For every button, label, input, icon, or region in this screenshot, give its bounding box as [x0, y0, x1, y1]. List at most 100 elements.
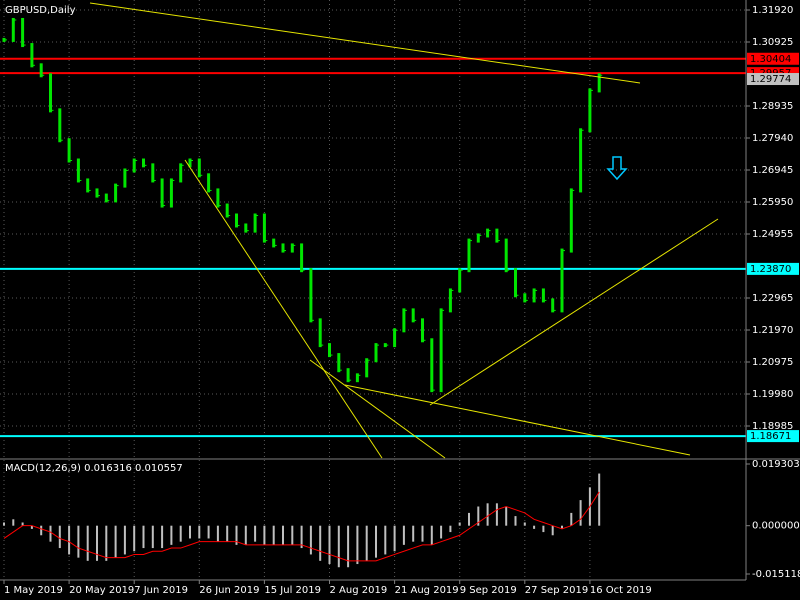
price-bar — [207, 173, 211, 193]
price-bar — [151, 163, 155, 183]
macd-bar — [133, 525, 136, 552]
macd-title: MACD(12,26,9) 0.016316 0.010557 — [5, 463, 183, 474]
x-tick-label: 20 May 2019 — [69, 585, 134, 596]
price-bar — [86, 178, 90, 193]
trend-line — [184, 159, 383, 459]
macd-bar — [96, 525, 98, 561]
price-bar — [495, 228, 499, 243]
trend-lines — [89, 2, 719, 459]
x-tick-label: 1 May 2019 — [4, 585, 63, 596]
macd-bar — [365, 525, 368, 561]
macd-bar — [458, 522, 461, 526]
sell-arrow — [606, 156, 628, 181]
macd-bar — [142, 525, 145, 549]
price-bar — [290, 243, 294, 253]
macd-bar — [68, 525, 71, 555]
macd-bar — [49, 525, 52, 542]
level-label: 1.30404 — [750, 54, 791, 65]
y-tick-label: 1.21970 — [752, 325, 793, 336]
price-bar — [179, 163, 183, 183]
macd-bar — [319, 525, 322, 561]
price-bar — [39, 63, 43, 78]
price-bar — [374, 343, 378, 363]
trend-line — [344, 384, 691, 456]
macd-bar — [272, 525, 275, 545]
macd-bar — [21, 522, 24, 526]
price-bar — [142, 158, 145, 168]
x-tick-label: 27 Sep 2019 — [525, 585, 588, 596]
price-bar — [514, 268, 517, 298]
price-bar — [569, 188, 573, 253]
price-bar — [21, 17, 25, 48]
last-price-bg — [747, 73, 799, 86]
macd-bar — [384, 525, 387, 555]
macd-bar — [393, 525, 396, 552]
price-bar — [421, 318, 424, 343]
macd-bar — [356, 525, 359, 565]
price-bar — [95, 188, 99, 198]
price-bar — [197, 158, 201, 178]
price-bar — [328, 343, 331, 358]
macd-bar — [123, 525, 126, 555]
level-label-bg — [747, 52, 799, 65]
price-bar — [318, 318, 322, 348]
chart-title: GBPUSD,Daily — [5, 5, 76, 16]
price-bar — [346, 368, 350, 383]
price-bar — [76, 158, 80, 183]
price-bar — [132, 158, 136, 173]
price-bar — [551, 298, 555, 313]
price-bar — [458, 268, 462, 293]
price-bar — [160, 178, 164, 208]
price-bar — [448, 288, 452, 313]
macd-bar — [235, 525, 238, 545]
x-tick-label: 26 Jun 2019 — [199, 585, 259, 596]
x-tick-label: 16 Oct 2019 — [590, 585, 652, 596]
macd-bar — [254, 525, 257, 542]
macd-bar — [468, 512, 470, 526]
price-bar — [560, 248, 564, 313]
y-tick-label: -0.015118 — [752, 569, 800, 580]
macd-bar — [440, 525, 443, 539]
x-tick-label: 2 Aug 2019 — [330, 585, 388, 596]
price-bar — [532, 288, 536, 303]
macd-bar — [105, 525, 108, 561]
price-bar — [188, 158, 192, 168]
macd-bar — [282, 525, 284, 545]
macd-bar — [328, 525, 331, 565]
price-bar — [476, 233, 480, 243]
macd-bar — [12, 519, 15, 526]
price-bar — [439, 308, 443, 393]
price-bar — [104, 193, 108, 203]
price-bar — [244, 223, 248, 233]
macd-bar — [226, 525, 229, 542]
price-bar — [272, 238, 276, 248]
macd-bar — [179, 525, 182, 542]
macd-bar — [161, 525, 164, 549]
macd-bar — [170, 525, 173, 545]
macd-bar — [412, 525, 415, 542]
price-bar — [588, 88, 592, 133]
x-tick-label: 9 Sep 2019 — [460, 585, 517, 596]
y-tick-label: 1.25950 — [752, 197, 793, 208]
price-bar — [11, 17, 15, 42]
price-bar — [597, 73, 601, 93]
macd-bar — [189, 525, 191, 539]
macd-bar — [30, 525, 33, 529]
price-bar — [114, 183, 118, 203]
price-bar — [486, 228, 490, 238]
macd-bar — [263, 525, 266, 545]
macd-bar — [309, 525, 312, 555]
y-tick-label: 1.31920 — [752, 5, 793, 16]
price-bar — [262, 213, 266, 243]
price-bar — [30, 43, 34, 68]
macd-bar — [300, 525, 303, 549]
x-tick-label: 7 Jun 2019 — [134, 585, 188, 596]
macd-bar — [86, 525, 89, 561]
macd-bar — [198, 525, 201, 539]
macd-bar — [216, 525, 219, 542]
price-bar — [216, 188, 220, 208]
y-tick-label: 1.26945 — [752, 165, 793, 176]
price-bar — [49, 73, 52, 113]
y-tick-label: 1.19980 — [752, 389, 793, 400]
